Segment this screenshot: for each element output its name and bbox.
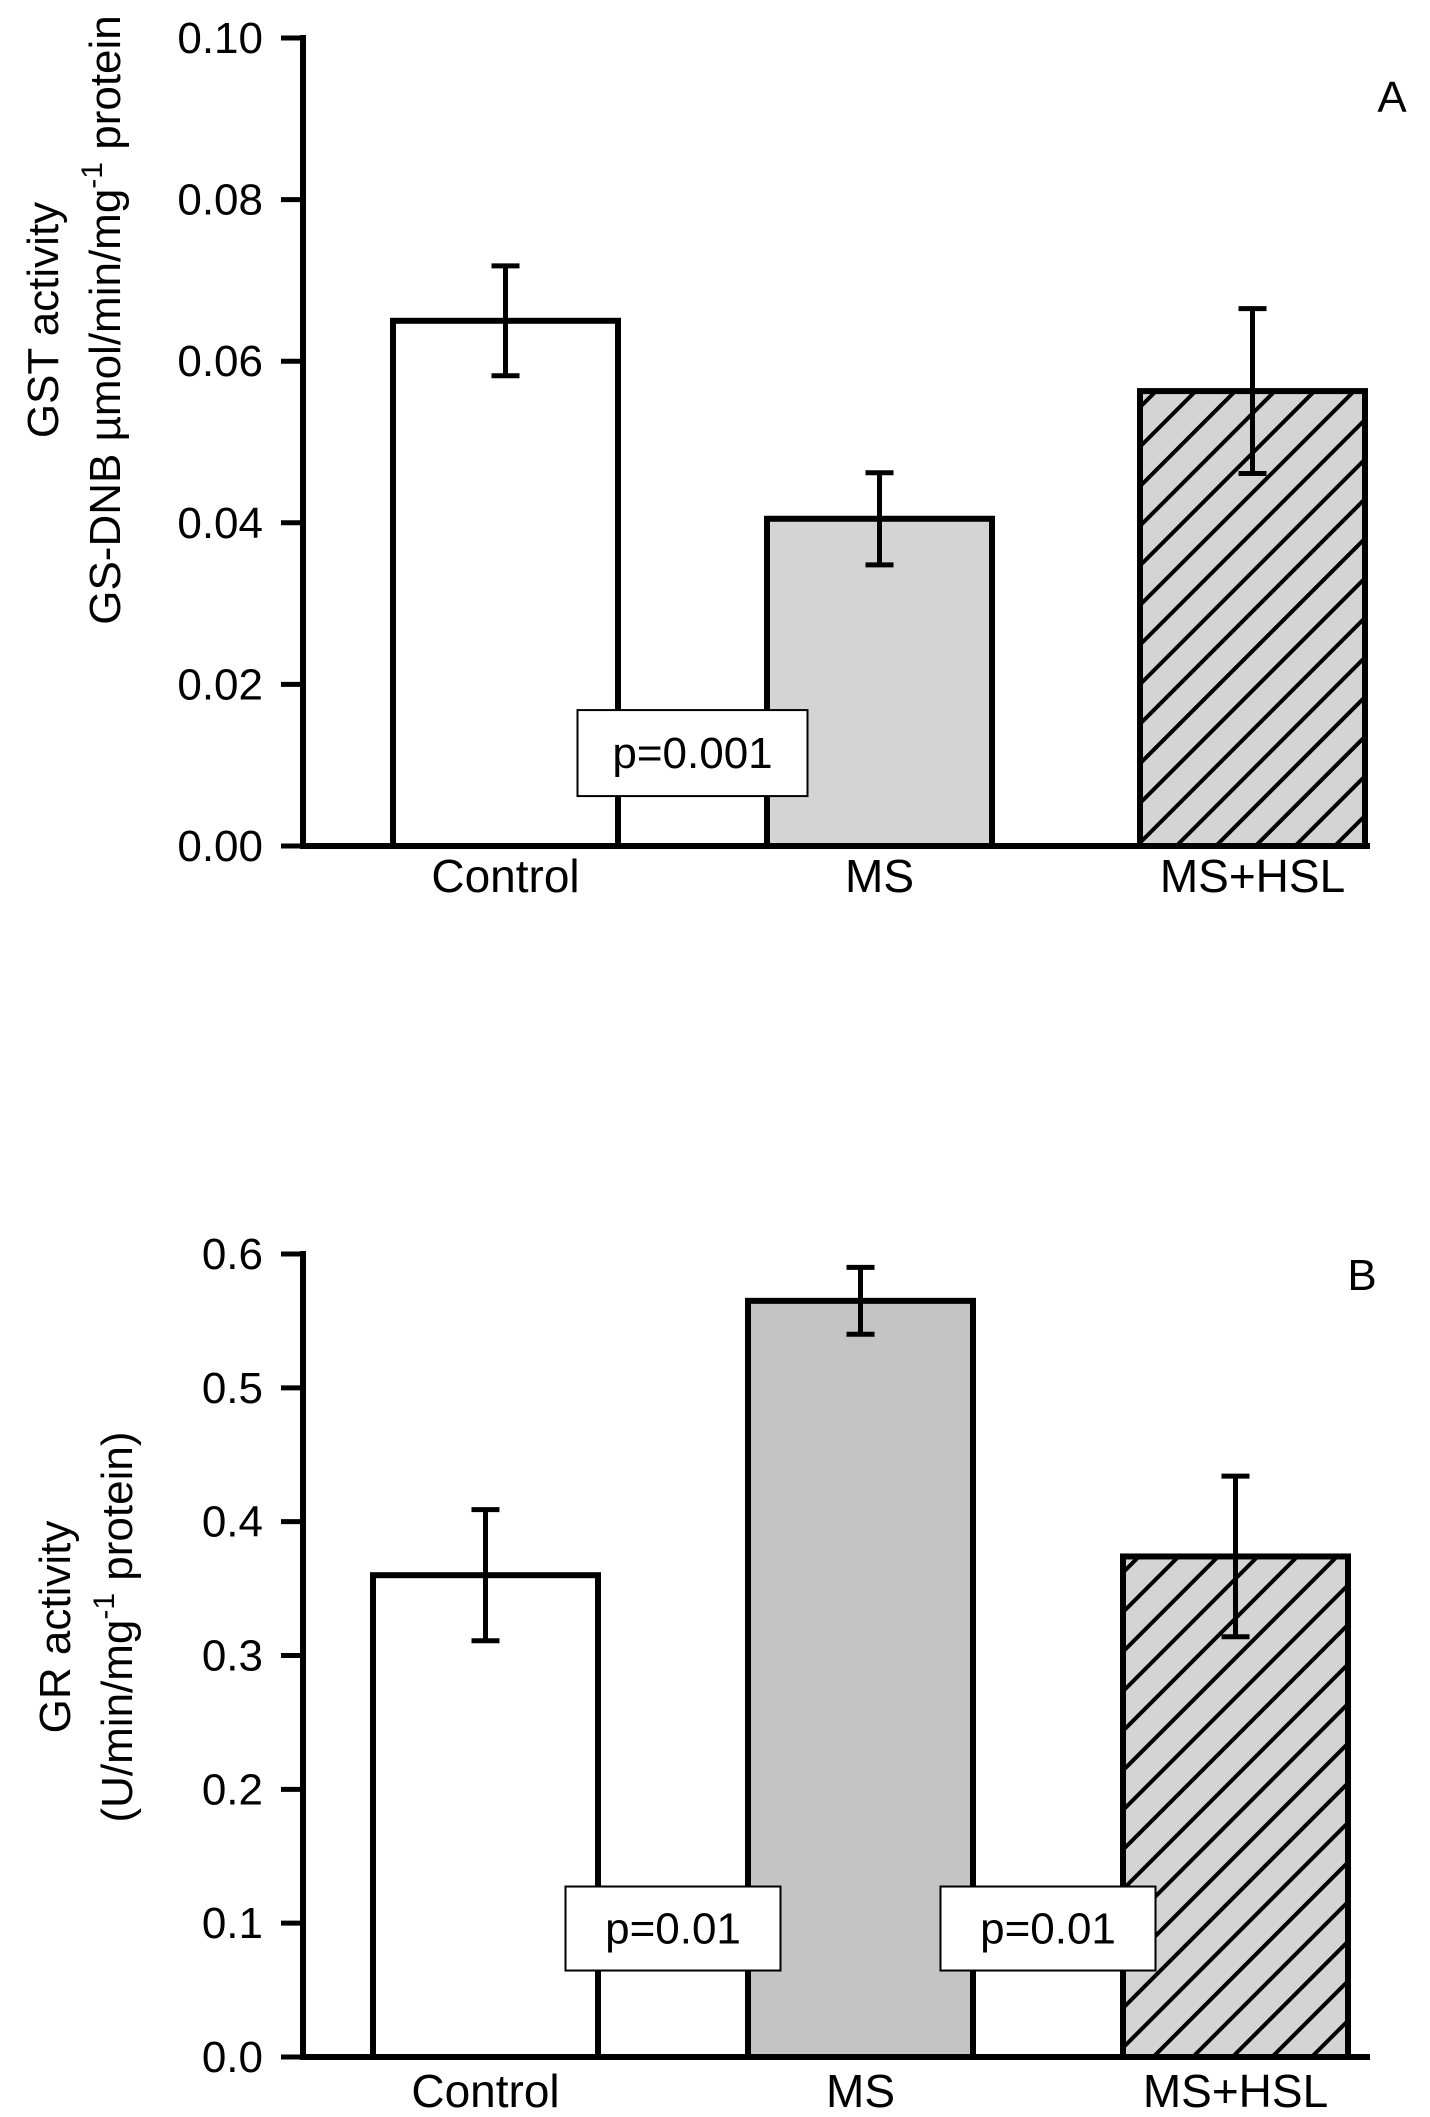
y-axis-title-a-line2: GS-DNB µmol/min/mg-1 protein [76, 15, 130, 625]
y-tick-label-b: 0.6 [202, 1230, 263, 1279]
y-axis-title-a-line1: GST activity [19, 202, 68, 438]
y-tick-label-b: 0.2 [202, 1765, 263, 1814]
y-tick-label-b: 0.5 [202, 1364, 263, 1413]
panel-label-a: A [1377, 73, 1407, 122]
y-tick-label-a: 0.00 [177, 822, 263, 871]
bar-b [745, 1297, 976, 2060]
y-tick-label-b: 0.4 [202, 1498, 263, 1547]
y-tick-label-b: 0.1 [202, 1899, 263, 1948]
p-value-label-b: p=0.01 [605, 1905, 741, 1954]
panel-label-b: B [1347, 1251, 1376, 1300]
y-tick-label-a: 0.10 [177, 14, 263, 63]
y-axis-title-b-line1: GR activity [31, 1521, 80, 1734]
y-axis-title-b-line2: (U/min/mg-1 protein) [88, 1431, 142, 1822]
y-tick-label-a: 0.04 [177, 499, 263, 548]
x-category-label-a: Control [431, 850, 579, 902]
y-tick-label-a: 0.02 [177, 660, 263, 709]
x-category-label-b: MS [826, 2065, 895, 2117]
bar-b [1120, 1553, 1351, 2061]
y-axis-title-a: GST activity GS-DNB µmol/min/mg-1 protei… [19, 15, 130, 625]
y-axis-title-b: GR activity (U/min/mg-1 protein) [31, 1431, 142, 1822]
bar-b [370, 1572, 601, 2060]
y-tick-label-a: 0.06 [177, 337, 263, 386]
y-tick-label-a: 0.08 [177, 176, 263, 225]
x-category-label-b: MS+HSL [1143, 2065, 1328, 2117]
chart-panel-a: GST activity GS-DNB µmol/min/mg-1 protei… [19, 14, 1407, 902]
x-category-label-a: MS [845, 850, 914, 902]
p-value-label-a: p=0.001 [612, 729, 772, 778]
p-value-box-a [576, 709, 809, 798]
chart-panel-b: GR activity (U/min/mg-1 protein) B 0.0 0.… [31, 1230, 1377, 2117]
x-category-label-b: Control [411, 2065, 559, 2117]
p-value-box-b [564, 1885, 782, 1972]
p-value-label-b: p=0.01 [980, 1905, 1116, 1954]
y-tick-label-b: 0.3 [202, 1632, 263, 1681]
x-category-label-a: MS+HSL [1160, 850, 1345, 902]
p-value-box-b [939, 1885, 1157, 1972]
y-tick-label-b: 0.0 [202, 2033, 263, 2082]
